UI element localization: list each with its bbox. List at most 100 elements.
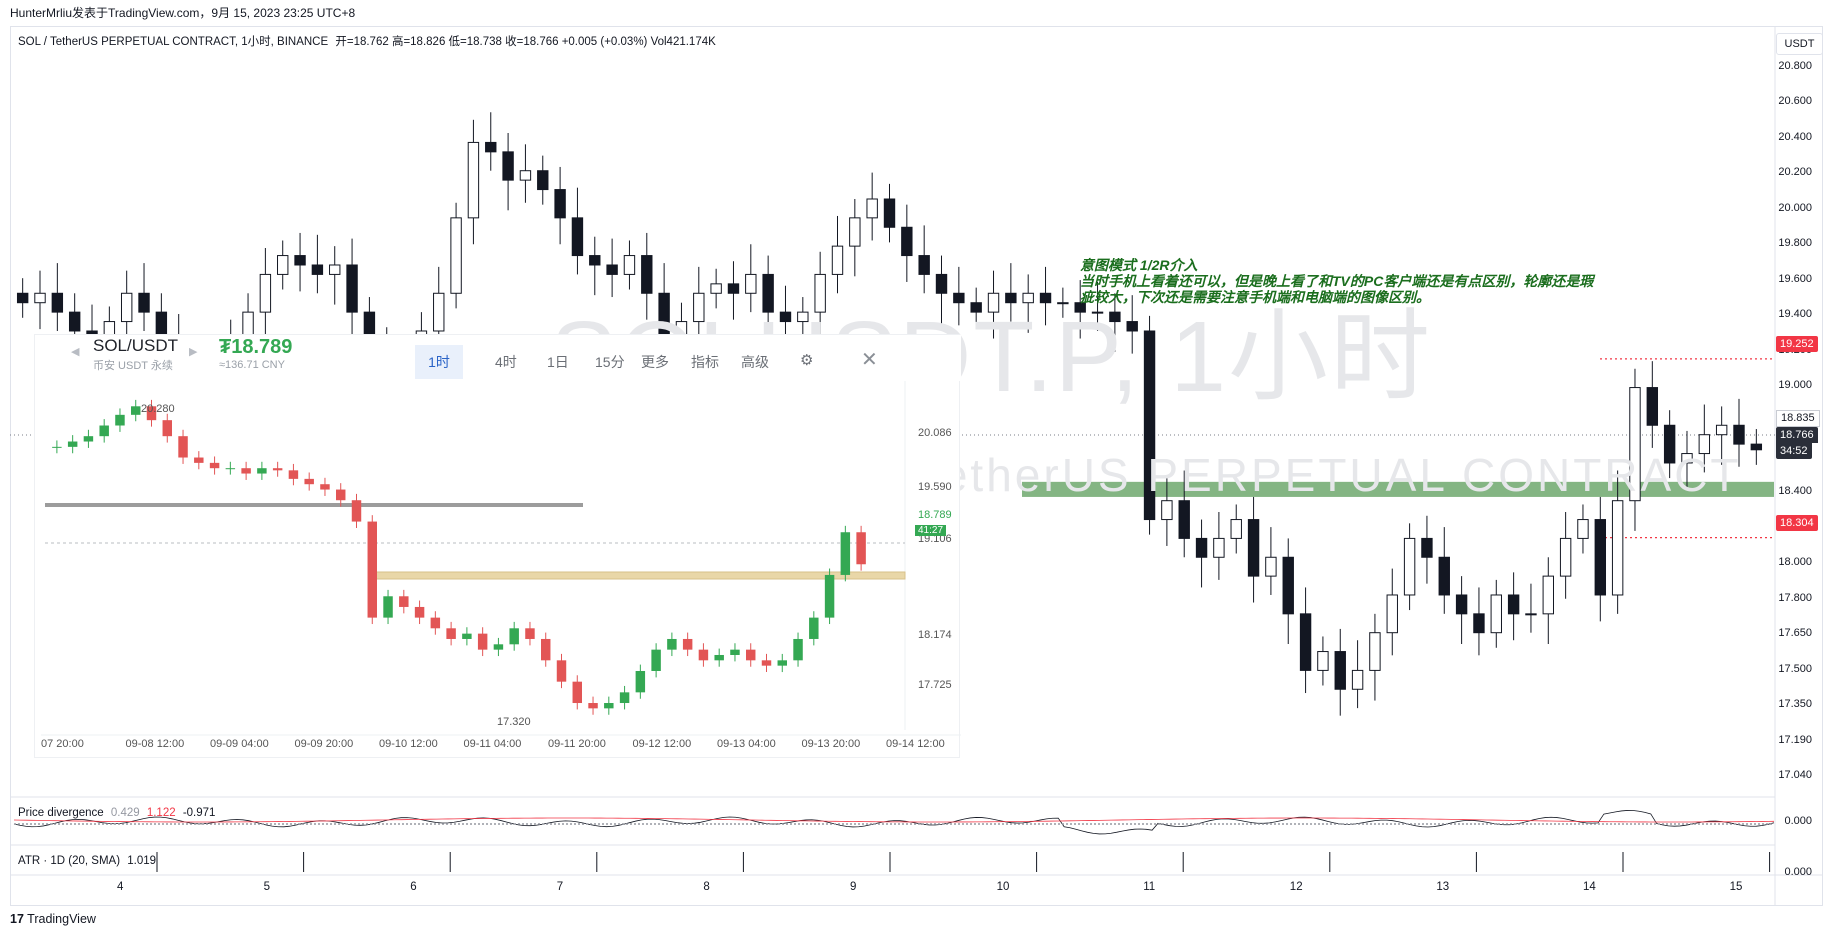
inset-candle-body xyxy=(588,703,598,709)
candle-body xyxy=(779,311,792,323)
inset-candle-body xyxy=(525,628,535,639)
candle-body xyxy=(935,273,948,294)
inset-last-price: ₮18.789 xyxy=(219,336,293,358)
candle-body xyxy=(450,217,462,294)
support-zone-layer xyxy=(1022,358,1774,539)
candle-body xyxy=(1282,556,1294,615)
candle-body xyxy=(1143,330,1156,521)
close-icon[interactable]: ✕ xyxy=(861,349,878,371)
inset-candle-body xyxy=(257,468,267,474)
candle-body xyxy=(623,255,636,275)
price-axis-tick: 17.650 xyxy=(1778,627,1812,640)
candle-body xyxy=(1403,537,1416,596)
inset-candle-body xyxy=(714,654,724,661)
time-axis-tick: 15 xyxy=(1729,881,1743,893)
atr-axis-zero: 0.000 xyxy=(1784,866,1812,878)
time-axis-tick: 13 xyxy=(1436,881,1450,893)
candle-body xyxy=(1455,594,1468,615)
divergence-axis-zero: 0.000 xyxy=(1784,815,1812,827)
price-axis-tick: 19.400 xyxy=(1778,308,1812,321)
separators xyxy=(10,26,1823,905)
inset-tab[interactable]: 高级 xyxy=(741,354,769,370)
candle-body xyxy=(1126,321,1138,332)
inset-candle-body xyxy=(698,649,709,661)
note-line-1: 意图模式 1/2R介入 xyxy=(1080,257,1198,273)
divergence-name: Price divergence xyxy=(18,807,104,819)
inset-time-tick: 09-13 04:00 xyxy=(717,738,776,750)
inset-cny-price: ≈136.71 CNY xyxy=(219,359,285,371)
inset-candle-body xyxy=(667,638,677,650)
time-axis-tick: 14 xyxy=(1583,881,1596,893)
candle-body xyxy=(1247,519,1260,577)
inset-tab[interactable]: 4时 xyxy=(495,354,517,370)
tradingview-logo-icon: 17 xyxy=(10,912,24,926)
next-arrow-icon[interactable]: ▶ xyxy=(189,346,198,358)
candle-body xyxy=(606,264,618,275)
inset-tab[interactable]: 更多 xyxy=(641,354,669,370)
inset-candle-body xyxy=(272,468,283,471)
inset-tab[interactable]: 15分 xyxy=(595,354,625,370)
price-axis-tick: 17.500 xyxy=(1778,662,1812,675)
inset-tab[interactable]: 1日 xyxy=(547,354,569,370)
inset-candle-body xyxy=(83,436,94,442)
inset-candle-body xyxy=(225,468,236,470)
atr-legend[interactable]: ATR · 1D (20, SMA) 1.019 xyxy=(18,855,156,867)
legend-ohlc: 开=18.762 高=18.826 低=18.738 收=18.766 +0.0… xyxy=(335,36,716,48)
candle-body xyxy=(1663,424,1676,464)
inset-candle-body xyxy=(856,532,866,565)
inset-candle-body xyxy=(146,406,157,421)
candle-body xyxy=(1507,594,1520,615)
inset-candle-body xyxy=(241,468,251,474)
candle-body xyxy=(1230,519,1242,539)
candle-body xyxy=(987,292,1000,313)
bar-countdown: 34:52 xyxy=(1776,443,1812,459)
atr-value: 1.019 xyxy=(127,855,157,867)
candle-body xyxy=(1317,651,1329,671)
inset-high-label: 20.280 xyxy=(141,403,175,415)
inset-candle-body xyxy=(336,489,346,501)
note-line-2: 当时手机上看着还可以，但是晚上看了和TV的PC客户端还是有点区别，轮廓还是瑕 xyxy=(1080,273,1594,289)
candle-body xyxy=(1629,387,1641,502)
candle-body xyxy=(138,292,150,313)
inset-tab[interactable]: 指标 xyxy=(691,354,719,370)
candle-body xyxy=(710,283,722,294)
inset-pair[interactable]: SOL/USDT xyxy=(93,336,179,355)
inset-time-tick: 07 20:00 xyxy=(41,738,84,750)
inset-candle-body xyxy=(746,649,756,661)
prev-arrow-icon[interactable]: ◀ xyxy=(71,346,80,358)
inset-candle-body xyxy=(604,703,614,709)
currency-button[interactable]: USDT xyxy=(1776,33,1823,55)
candle-body xyxy=(589,255,601,266)
inset-candle-body xyxy=(809,617,819,639)
candle-body xyxy=(294,255,306,266)
last-price-tag: 18.766 xyxy=(1776,427,1818,443)
divergence-legend[interactable]: Price divergence 0.429 1.122 -0.971 xyxy=(18,807,215,819)
chart-settings-icon[interactable]: ⚙ xyxy=(800,352,814,369)
candle-body xyxy=(34,292,46,304)
inset-candle-body xyxy=(194,457,204,463)
price-axis-tick: 17.040 xyxy=(1778,769,1812,781)
candle-body xyxy=(433,292,445,332)
price-axis-tick: 19.800 xyxy=(1778,237,1812,250)
candle-body xyxy=(1490,594,1502,634)
level-tag-low: 18.304 xyxy=(1776,515,1818,531)
inset-candle-body xyxy=(304,478,314,485)
inset-countdown: 41:27 xyxy=(915,525,947,536)
time-axis-tick: 7 xyxy=(556,881,564,893)
inset-candle-body xyxy=(509,628,519,645)
inset-candle-body xyxy=(383,596,393,618)
divergence-signal-line xyxy=(13,817,1775,823)
candle-body xyxy=(1161,500,1173,521)
candle-body xyxy=(537,170,549,191)
inset-tab[interactable]: 1时 xyxy=(415,345,463,379)
price-axis-tick: 17.190 xyxy=(1778,733,1812,746)
symbol-legend[interactable]: SOL / TetherUS PERPETUAL CONTRACT, 1小时, … xyxy=(18,33,716,49)
indicator-layer xyxy=(13,810,1775,835)
candle-body xyxy=(311,264,324,275)
inset-candle-body xyxy=(446,628,456,639)
price-axis-tick: 19.000 xyxy=(1778,379,1812,392)
trade-note[interactable]: 意图模式 1/2R介入 当时手机上看着还可以，但是晚上看了和TV的PC客户端还是… xyxy=(1080,257,1700,305)
inset-candle-body xyxy=(115,414,125,426)
inset-axis-tick: 17.725 xyxy=(918,679,952,691)
